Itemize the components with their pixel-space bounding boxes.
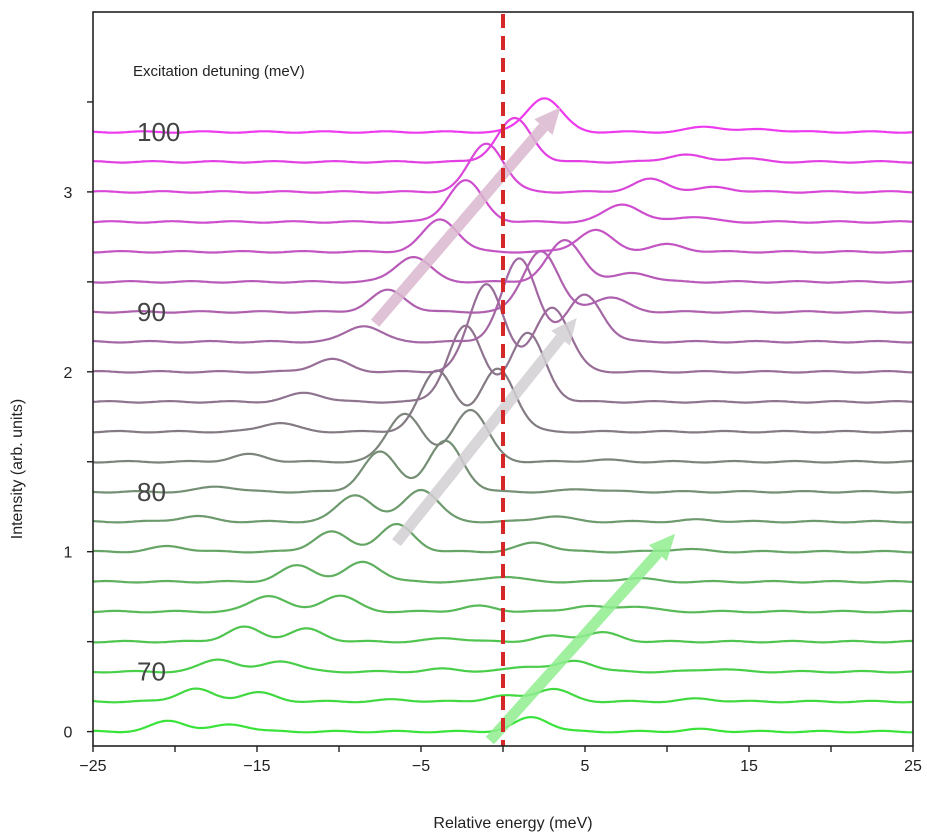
spectrum-trace-19 (93, 142, 913, 194)
y-axis-label: Intensity (arb. units) (9, 399, 26, 540)
detuning-label: 70 (137, 657, 166, 687)
y-tick-label: 1 (64, 545, 73, 562)
ticks-layer: −25 −15 −5 5 15 25 0 1 2 3 (64, 101, 922, 775)
spectrum-trace-3 (93, 658, 913, 674)
spectrum-trace-10 (93, 408, 913, 464)
spectrum-trace-13 (93, 283, 913, 374)
x-axis-label: Relative energy (meV) (433, 815, 592, 832)
x-tick-label: 5 (581, 758, 590, 775)
y-tick-label: 2 (64, 365, 73, 382)
trend-arrow-2 (392, 317, 577, 547)
x-tick-label: −5 (412, 758, 430, 775)
trend-arrow-3 (370, 107, 561, 327)
spectrum-trace-9 (93, 439, 913, 494)
x-tick-label: 15 (740, 758, 758, 775)
detuning-label: 90 (137, 297, 166, 327)
spectrum-trace-17 (93, 218, 913, 254)
x-tick-label: −15 (243, 758, 270, 775)
x-tick-label: −25 (79, 758, 106, 775)
detuning-labels-layer: 70 80 90 100 (137, 117, 180, 687)
y-tick-label: 3 (64, 185, 73, 202)
y-tick-label: 0 (64, 725, 73, 742)
trend-arrow-1 (485, 533, 676, 745)
detuning-label: 80 (137, 477, 166, 507)
excitation-detuning-annotation: Excitation detuning (meV) (133, 63, 305, 80)
x-tick-label: 25 (904, 758, 922, 775)
detuning-label: 100 (137, 117, 180, 147)
arrows-layer (370, 107, 676, 745)
spectrum-trace-2 (93, 687, 913, 704)
